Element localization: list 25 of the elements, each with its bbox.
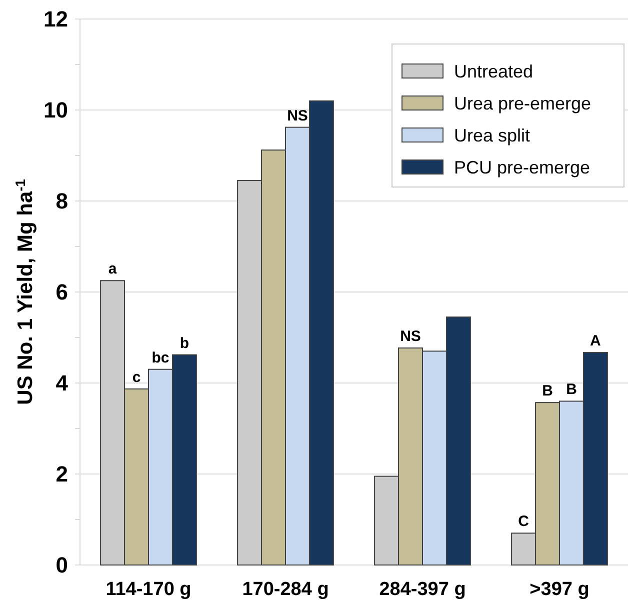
- data-label: a: [108, 260, 118, 278]
- y-tick-label: 4: [56, 370, 69, 396]
- legend-label: Urea pre-emerge: [454, 93, 592, 114]
- y-tick-label: 0: [56, 552, 68, 578]
- legend-label: Untreated: [454, 61, 534, 82]
- legend-label: PCU pre-emerge: [454, 157, 590, 178]
- y-tick-label: 2: [56, 462, 68, 487]
- y-tick-label: 10: [44, 98, 68, 123]
- data-label: A: [590, 332, 602, 350]
- legend-label: Urea split: [454, 125, 530, 146]
- data-label: c: [132, 368, 141, 386]
- y-tick-label: 12: [44, 6, 68, 32]
- y-tick-label: 8: [56, 188, 68, 214]
- data-label: B: [566, 381, 578, 398]
- data-label: NS: [400, 328, 421, 345]
- x-tick-label: 170-284 g: [242, 579, 329, 600]
- data-label: b: [180, 334, 190, 352]
- data-label: bc: [152, 349, 170, 366]
- data-label: B: [542, 382, 554, 400]
- data-label: C: [518, 513, 530, 530]
- data-label: NS: [287, 107, 308, 124]
- y-tick-label: 6: [56, 280, 68, 305]
- x-tick-label: 284-397 g: [379, 579, 466, 600]
- x-tick-label: 114-170 g: [106, 579, 192, 600]
- x-tick-label: >397 g: [530, 579, 590, 600]
